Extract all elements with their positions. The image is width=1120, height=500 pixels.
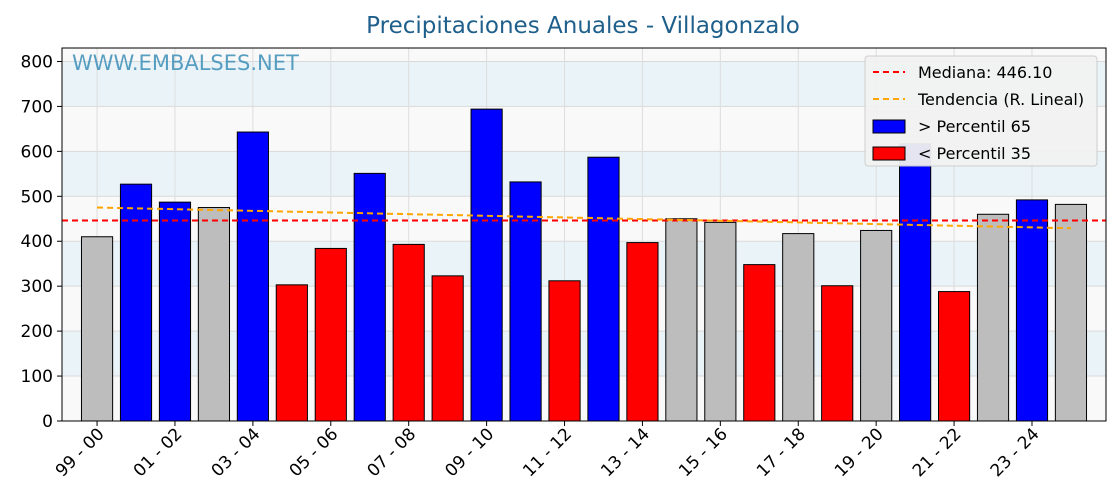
bar-01-02 bbox=[158, 201, 192, 422]
x-tick-label: 13 - 14 bbox=[597, 424, 654, 481]
background-band bbox=[62, 376, 1106, 421]
legend-label: Tendencia (R. Lineal) bbox=[917, 90, 1084, 109]
background-band bbox=[62, 196, 1106, 242]
bar-23-24 bbox=[1015, 199, 1049, 422]
x-tick-label: 23 - 24 bbox=[987, 424, 1044, 481]
bar-12-13 bbox=[587, 156, 620, 422]
bar-04-05 bbox=[275, 284, 308, 422]
x-tick-label: 07 - 08 bbox=[364, 424, 421, 481]
legend-label: Mediana: 446.10 bbox=[918, 63, 1052, 82]
x-tick-label: 99 - 00 bbox=[52, 424, 109, 481]
bar-05-06 bbox=[314, 247, 347, 422]
background-band bbox=[62, 286, 1106, 332]
legend-box bbox=[864, 55, 1098, 167]
x-tick-label: 05 - 06 bbox=[286, 424, 343, 481]
background-band bbox=[62, 331, 1106, 377]
background-band bbox=[62, 48, 1106, 62]
x-tick-label: 01 - 02 bbox=[130, 424, 187, 481]
y-tick-label: 700 bbox=[21, 97, 53, 117]
bar-00-01 bbox=[119, 183, 153, 422]
y-tick-label: 200 bbox=[21, 322, 53, 342]
bar-10-11 bbox=[509, 181, 542, 422]
bar-09-10 bbox=[470, 108, 503, 422]
y-tick-label: 500 bbox=[21, 187, 53, 207]
legend-label: < Percentil 35 bbox=[918, 144, 1031, 163]
bar-11-12 bbox=[548, 280, 581, 422]
y-tick-label: 0 bbox=[42, 412, 53, 432]
bar-22-23 bbox=[976, 213, 1010, 422]
x-tick-label: 21 - 22 bbox=[909, 424, 966, 481]
bar-18-19 bbox=[821, 285, 854, 422]
x-tick-label: 17 - 18 bbox=[753, 424, 810, 481]
bar-06-07 bbox=[353, 172, 386, 422]
bar-14-15 bbox=[665, 218, 698, 422]
bar-03-04 bbox=[236, 131, 269, 422]
y-tick-label: 600 bbox=[21, 142, 53, 162]
bar-16-17 bbox=[743, 264, 776, 422]
bar-24-25 bbox=[1054, 203, 1088, 422]
bar-20-21 bbox=[899, 143, 932, 422]
legend-label: > Percentil 65 bbox=[918, 117, 1031, 136]
x-tick-label: 11 - 12 bbox=[519, 424, 576, 481]
bar-02-03 bbox=[197, 207, 231, 422]
bar-17-18 bbox=[782, 233, 815, 422]
watermark: WWW.EMBALSES.NET bbox=[72, 51, 299, 75]
bar-07-08 bbox=[392, 243, 425, 422]
bar-13-14 bbox=[626, 242, 659, 422]
x-tick-label: 19 - 20 bbox=[831, 424, 888, 481]
legend-swatch bbox=[872, 146, 906, 161]
y-tick-label: 100 bbox=[21, 367, 53, 387]
legend-swatch bbox=[872, 119, 906, 134]
bar-21-22 bbox=[937, 291, 971, 422]
x-tick-label: 15 - 16 bbox=[675, 424, 732, 481]
bar-15-16 bbox=[704, 221, 737, 422]
x-tick-label: 09 - 10 bbox=[441, 424, 498, 481]
legend: Mediana: 446.10 Tendencia (R. Lineal) > P… bbox=[864, 55, 1098, 167]
trend-line bbox=[97, 206, 1071, 230]
background-band bbox=[62, 241, 1106, 287]
x-tick-label: 03 - 04 bbox=[208, 424, 265, 481]
plot-frame bbox=[61, 47, 1107, 422]
y-tick-label: 800 bbox=[21, 52, 53, 72]
bar-08-09 bbox=[431, 275, 464, 422]
y-tick-label: 300 bbox=[21, 277, 53, 297]
bar-19-20 bbox=[860, 229, 893, 422]
plot-area: WWW.EMBALSES.NET bbox=[61, 47, 1107, 422]
bar-99-00 bbox=[80, 236, 114, 422]
y-tick-label: 400 bbox=[21, 232, 53, 252]
chart-title: Precipitaciones Anuales - Villagonzalo bbox=[366, 13, 800, 39]
